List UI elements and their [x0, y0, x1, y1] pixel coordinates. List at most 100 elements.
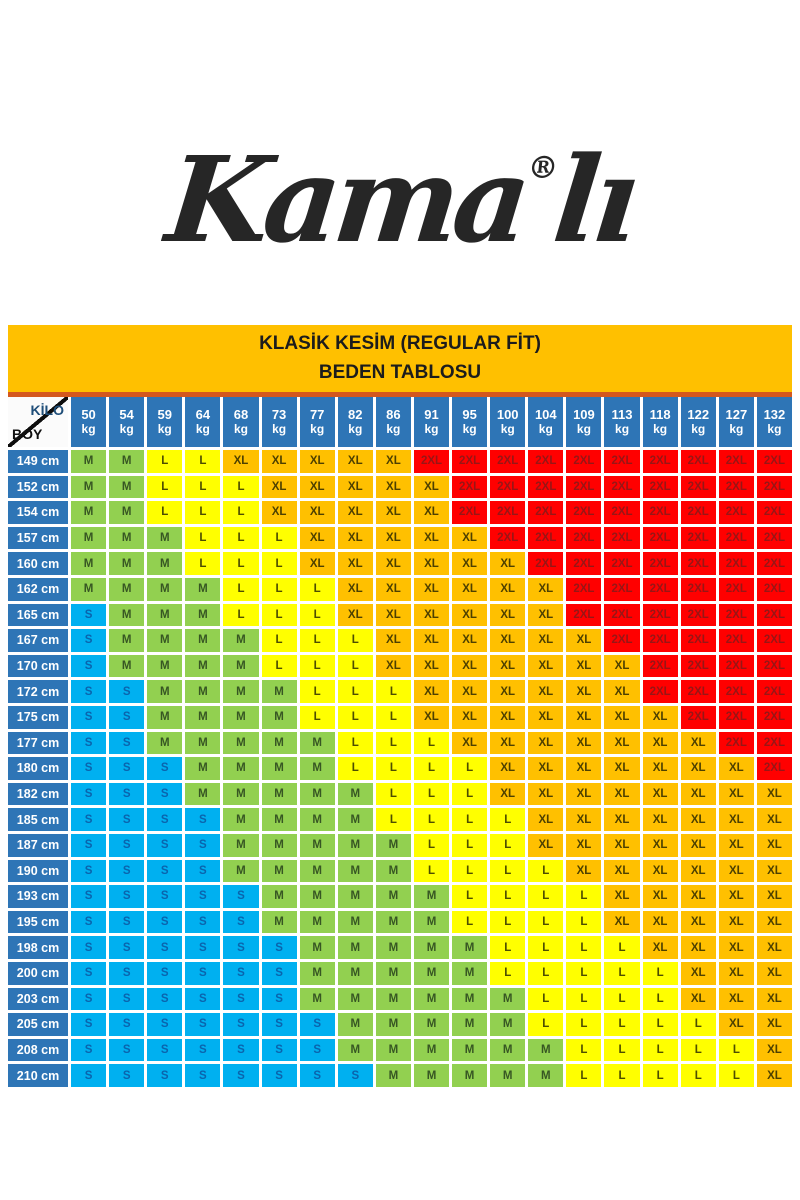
size-cell: S — [71, 603, 107, 627]
size-cell: XL — [337, 578, 373, 601]
size-cell: M — [375, 1038, 411, 1062]
size-cell: S — [223, 962, 259, 985]
size-cell: S — [109, 987, 145, 1011]
size-cell: 2XL — [680, 450, 716, 473]
size-cell: 2XL — [528, 526, 564, 550]
size-cell: XL — [528, 706, 564, 729]
size-cell: 2XL — [413, 450, 450, 473]
size-cell: M — [413, 1064, 450, 1087]
size-cell: S — [109, 834, 145, 857]
size-cell: S — [71, 808, 107, 831]
size-cell: L — [337, 757, 373, 780]
height-row-label: 165 cm — [8, 603, 68, 627]
size-cell: 2XL — [452, 501, 488, 524]
size-cell: M — [261, 706, 297, 729]
size-cell: XL — [375, 526, 411, 550]
brand-name-pre: Kama — [160, 130, 532, 269]
size-cell: XL — [718, 859, 754, 883]
size-cell: S — [185, 885, 221, 908]
size-cell: XL — [756, 834, 792, 857]
size-cell: M — [452, 936, 488, 959]
size-cell: L — [337, 654, 373, 678]
size-cell: 2XL — [566, 475, 602, 499]
size-cell: XL — [490, 552, 526, 575]
size-cell: XL — [452, 552, 488, 575]
size-cell: XL — [566, 706, 602, 729]
size-cell: M — [109, 475, 145, 499]
size-cell: L — [490, 885, 526, 908]
size-cell: M — [147, 654, 183, 678]
size-cell: XL — [756, 782, 792, 806]
size-cell: 2XL — [566, 450, 602, 473]
size-cell: 2XL — [718, 552, 754, 575]
size-cell: S — [147, 757, 183, 780]
height-row-label: 182 cm — [8, 782, 68, 806]
size-cell: S — [147, 782, 183, 806]
size-cell: M — [261, 757, 297, 780]
size-cell: M — [337, 859, 373, 883]
size-cell: M — [375, 910, 411, 934]
size-cell: S — [71, 1013, 107, 1036]
size-cell: XL — [375, 475, 411, 499]
size-cell: L — [604, 936, 640, 959]
size-cell: XL — [490, 578, 526, 601]
size-cell: M — [375, 859, 411, 883]
size-cell: XL — [490, 731, 526, 755]
weight-header-cell: 59 kg — [147, 397, 183, 447]
size-cell: L — [337, 731, 373, 755]
size-cell: XL — [642, 782, 678, 806]
size-cell: XL — [261, 450, 297, 473]
size-cell: S — [147, 962, 183, 985]
size-cell: XL — [490, 680, 526, 703]
size-cell: S — [299, 1064, 335, 1087]
size-cell: M — [299, 731, 335, 755]
size-cell: M — [109, 501, 145, 524]
weight-header-cell: 95 kg — [452, 397, 488, 447]
weight-header-cell: 86 kg — [375, 397, 411, 447]
size-cell: XL — [413, 501, 450, 524]
size-cell: L — [528, 962, 564, 985]
size-cell: S — [109, 1038, 145, 1062]
size-cell: 2XL — [604, 578, 640, 601]
size-cell: S — [261, 1038, 297, 1062]
size-cell: 2XL — [642, 629, 678, 652]
size-cell: M — [71, 526, 107, 550]
size-cell: 2XL — [680, 475, 716, 499]
size-cell: XL — [604, 859, 640, 883]
size-cell: M — [261, 859, 297, 883]
size-cell: XL — [337, 450, 373, 473]
size-cell: M — [109, 450, 145, 473]
weight-header-cell: 73 kg — [261, 397, 297, 447]
size-cell: 2XL — [604, 629, 640, 652]
size-cell: L — [337, 680, 373, 703]
size-cell: 2XL — [756, 680, 792, 703]
size-cell: 2XL — [680, 552, 716, 575]
height-row-label: 152 cm — [8, 475, 68, 499]
size-cell: XL — [680, 782, 716, 806]
size-cell: L — [490, 962, 526, 985]
size-cell: XL — [337, 475, 373, 499]
size-cell: 2XL — [756, 654, 792, 678]
size-cell: M — [223, 834, 259, 857]
size-cell: XL — [452, 654, 488, 678]
size-cell: M — [261, 910, 297, 934]
size-cell: M — [185, 757, 221, 780]
size-cell: 2XL — [756, 450, 792, 473]
size-cell: S — [261, 936, 297, 959]
size-cell: L — [147, 450, 183, 473]
size-cell: XL — [566, 782, 602, 806]
size-cell: 2XL — [566, 501, 602, 524]
size-cell: L — [566, 885, 602, 908]
size-cell: XL — [642, 757, 678, 780]
size-cell: L — [299, 603, 335, 627]
size-cell: XL — [680, 834, 716, 857]
size-cell: S — [185, 910, 221, 934]
size-cell: 2XL — [642, 526, 678, 550]
size-cell: XL — [490, 757, 526, 780]
size-cell: S — [223, 1013, 259, 1036]
size-cell: XL — [566, 757, 602, 780]
size-cell: 2XL — [604, 501, 640, 524]
size-cell: M — [147, 526, 183, 550]
weight-header-cell: 82 kg — [337, 397, 373, 447]
size-cell: L — [337, 629, 373, 652]
